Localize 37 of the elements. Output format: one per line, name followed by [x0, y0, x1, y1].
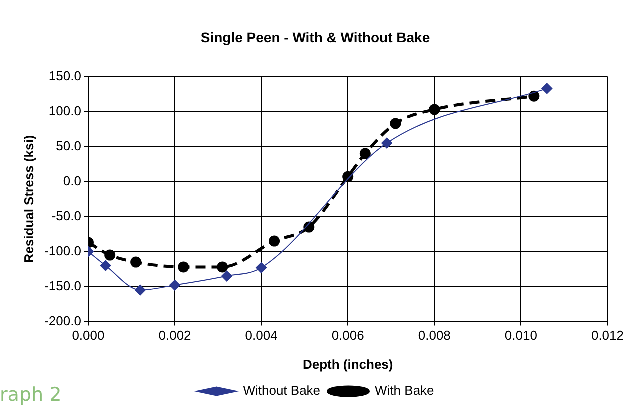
y-tick-label: 0.0 [63, 173, 82, 188]
y-tick-label: -50.0 [52, 208, 82, 224]
x-tick-label: 0.002 [158, 328, 192, 344]
point [100, 260, 112, 272]
point [104, 250, 116, 261]
point [390, 118, 402, 130]
x-tick-label: 0.010 [504, 328, 538, 344]
chart-title: Single Peen - With & Without Bake [200, 29, 430, 46]
y-axis-title: Residual Stress (ksi) [21, 135, 36, 264]
y-tick-label: -150.0 [44, 278, 82, 294]
point [382, 138, 393, 149]
x-tick-label: 0.008 [418, 328, 451, 344]
legend-label: With Bake [375, 383, 434, 398]
x-tick-label: 0.000 [72, 328, 105, 344]
point [269, 236, 280, 247]
x-tick-label: 0.012 [591, 328, 624, 344]
point [178, 262, 190, 273]
point [170, 280, 181, 291]
point [134, 284, 146, 296]
x-tick-label: 0.004 [245, 328, 278, 344]
x-axis-title: Depth (inches) [302, 356, 394, 372]
point [221, 270, 232, 282]
point [528, 90, 540, 102]
point [429, 104, 440, 116]
point [130, 256, 142, 268]
legend-label: Without Bake [243, 383, 321, 398]
point [256, 262, 268, 274]
y-tick-label: 100.0 [48, 103, 82, 118]
y-tick-label: 50.0 [56, 138, 82, 154]
y-tick-label: -100.0 [44, 243, 82, 258]
x-tick-label: 0.006 [332, 328, 364, 344]
point [360, 148, 371, 160]
y-tick-label: 150.0 [48, 68, 82, 84]
point [542, 83, 553, 94]
point [217, 262, 228, 273]
text: raph 2 [0, 384, 62, 406]
y-tick-label: -200.0 [44, 313, 82, 328]
